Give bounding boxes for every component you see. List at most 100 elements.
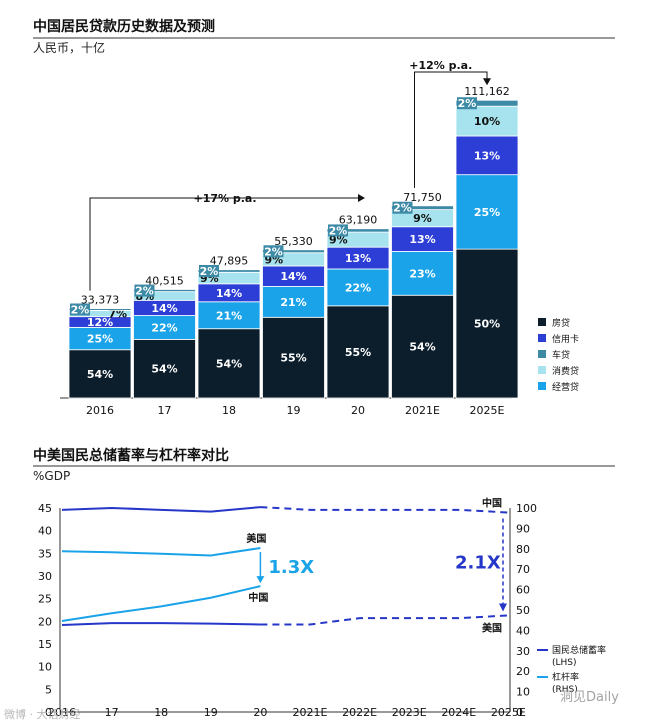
bar-total-20: 63,190	[339, 214, 378, 227]
line-series-4	[260, 506, 509, 514]
bar-label-房贷-17: 54%	[151, 363, 177, 376]
bar-label-信用卡-2025E: 13%	[474, 149, 500, 162]
bar-label-经营贷-19: 21%	[280, 296, 306, 309]
y-tick-right-10: 10	[516, 686, 530, 699]
bar-segment-经营贷-20	[326, 268, 390, 307]
bar-label-房贷-2025E: 50%	[474, 318, 500, 331]
x2-tick-2022E: 2022E	[342, 706, 377, 719]
label-cn-2020: 中国	[248, 591, 268, 604]
ratio-label-2020: 1.3X	[268, 557, 314, 578]
x-tick-17: 17	[158, 404, 172, 417]
small-label-bg-18	[199, 264, 219, 277]
x-tick-2025E: 2025E	[470, 404, 505, 417]
bar-label-车贷-18: 2%	[200, 265, 219, 278]
y-tick-left-20: 20	[38, 615, 52, 628]
bar-label-信用卡-18: 14%	[216, 287, 242, 300]
y-tick-left-10: 10	[38, 661, 52, 674]
small-label-bg-2021E	[392, 201, 413, 214]
bar-segment-经营贷-19	[262, 286, 325, 318]
line-series-5	[260, 614, 509, 626]
x-tick-19: 19	[287, 404, 301, 417]
bar-label-经营贷-18: 21%	[216, 309, 242, 322]
cagr-arrow-fcst	[414, 71, 488, 188]
bar-segment-房贷-19	[262, 316, 325, 399]
y-tick-left-40: 40	[38, 525, 52, 538]
bar-label-信用卡-17: 14%	[151, 302, 177, 315]
x-tick-2021E: 2021E	[405, 404, 440, 417]
y-tick-left-15: 15	[38, 638, 52, 651]
bar-label-信用卡-2016: 12%	[87, 316, 113, 329]
bar-total-2016: 33,373	[81, 294, 120, 307]
bar-segment-房贷-20	[326, 305, 390, 399]
bar-segment-车贷-2016	[68, 308, 132, 311]
bar-total-19: 55,330	[274, 235, 313, 248]
cagr-arrowhead-hist	[358, 194, 365, 202]
ratio-arrowhead-2025	[499, 603, 507, 612]
bar-segment-房贷-2016	[68, 349, 132, 399]
bar-label-房贷-19: 55%	[280, 352, 306, 365]
bar-label-房贷-2016: 54%	[87, 368, 113, 381]
bar-label-经营贷-17: 22%	[151, 321, 177, 334]
x2-tick-20: 20	[253, 706, 267, 719]
bar-label-房贷-20: 55%	[345, 346, 371, 359]
chart2-title: 中美国民总储蓄率与杠杆率对比	[33, 447, 229, 464]
x2-tick-19: 19	[204, 706, 218, 719]
legend-label-消费贷: 消费贷	[552, 365, 579, 377]
x2-tick-2024E: 2024E	[441, 706, 476, 719]
x2-tick-2025E: 2025E	[491, 706, 526, 719]
cagr-arrowhead-fcst	[483, 78, 491, 86]
y-tick-right-70: 70	[516, 563, 530, 576]
bar-segment-房贷-17	[133, 338, 196, 399]
cagr-arrow-hist	[89, 197, 358, 291]
label-us-2025: 美国	[482, 621, 502, 634]
bar-label-房贷-2021E: 54%	[409, 341, 435, 354]
x2-tick-18: 18	[154, 706, 168, 719]
bar-label-消费贷-2021E: 9%	[413, 212, 432, 225]
legend-label-经营贷: 经营贷	[552, 381, 579, 393]
bar-label-车贷-2025E: 2%	[458, 97, 477, 110]
small-label-bg-2025E	[457, 97, 477, 110]
small-label-bg-20	[328, 224, 348, 237]
chart1-subtitle: 人民币，十亿	[33, 40, 105, 55]
bar-label-经营贷-2016: 25%	[87, 333, 113, 346]
bar-segment-车贷-20	[326, 228, 390, 233]
bar-chart: 54%25%12%7%2%33,373201654%22%14%8%2%40,5…	[60, 59, 579, 417]
bar-segment-车贷-2025E	[455, 99, 519, 107]
bar-total-2021E: 71,750	[403, 191, 442, 204]
y-tick-right-20: 20	[516, 665, 530, 678]
bar-segment-车贷-19	[262, 249, 325, 254]
line-series-2	[61, 546, 261, 557]
y-tick-left-0: 0	[45, 706, 52, 719]
legend-swatch-经营贷	[538, 382, 546, 390]
y-tick-right-0: 0	[516, 706, 523, 719]
line-chart: 0 5 10 15 20 25 30 35 40 45 0 10 20 30 40 50 60 70 80 90 100…	[38, 497, 606, 719]
small-label-bg-17	[134, 284, 155, 297]
bar-label-经营贷-2025E: 25%	[474, 206, 500, 219]
label-us-2020: 美国	[246, 532, 266, 545]
y-tick-right-60: 60	[516, 584, 530, 597]
bar-segment-信用卡-2025E	[455, 135, 519, 176]
bar-label-消费贷-2025E: 10%	[474, 115, 500, 128]
bar-label-车贷-2021E: 2%	[393, 202, 412, 215]
bar-total-2025E: 111,162	[464, 85, 510, 98]
y-tick-left-30: 30	[38, 570, 52, 583]
watermark-left: 微博 · 大话财经	[4, 707, 81, 721]
bar-segment-房贷-2025E	[455, 248, 519, 399]
legend-swatch-车贷	[538, 350, 546, 358]
bar-segment-经营贷-18	[197, 301, 261, 330]
y-tick-right-100: 100	[516, 502, 537, 515]
bar-label-车贷-17: 2%	[135, 285, 154, 298]
bar-label-信用卡-20: 13%	[345, 252, 371, 265]
x-tick-2016: 2016	[86, 404, 114, 417]
bar-total-17: 40,515	[145, 274, 184, 287]
bar-total-18: 47,895	[210, 255, 249, 268]
legend-label-房贷: 房贷	[552, 317, 570, 329]
bar-label-房贷-18: 54%	[216, 357, 242, 370]
y-tick-right-80: 80	[516, 543, 530, 556]
y-tick-right-50: 50	[516, 604, 530, 617]
x2-tick-2023E: 2023E	[392, 706, 427, 719]
line-series-0	[61, 506, 261, 513]
legend2-label-1: 杠杆率	[552, 671, 579, 683]
cagr-label-hist: +17% p.a.	[193, 192, 256, 205]
